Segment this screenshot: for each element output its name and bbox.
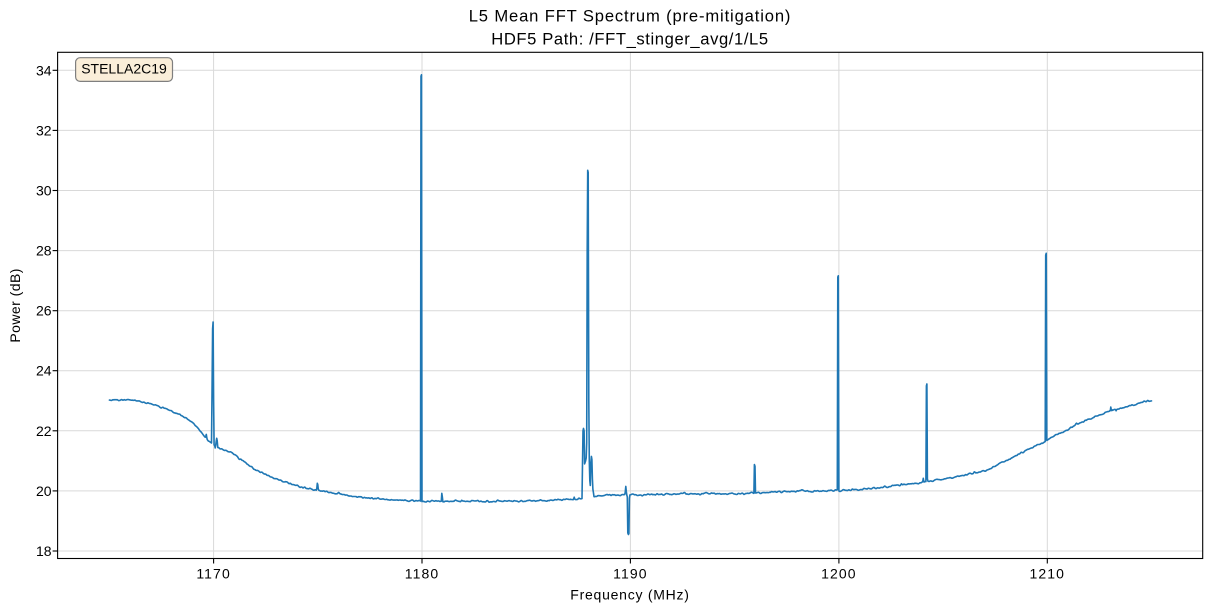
- svg-text:22: 22: [36, 423, 52, 439]
- svg-text:STELLA2C19: STELLA2C19: [81, 60, 167, 76]
- svg-text:26: 26: [36, 303, 52, 319]
- svg-text:32: 32: [36, 122, 52, 138]
- svg-text:30: 30: [36, 183, 52, 199]
- svg-text:1210: 1210: [1030, 566, 1066, 582]
- svg-text:Power (dB): Power (dB): [7, 268, 23, 343]
- svg-text:28: 28: [36, 243, 52, 259]
- svg-text:1170: 1170: [196, 566, 231, 582]
- svg-text:1190: 1190: [613, 566, 648, 582]
- svg-text:HDF5 Path: /FFT_stinger_avg/1/: HDF5 Path: /FFT_stinger_avg/1/L5: [491, 29, 768, 48]
- svg-text:1180: 1180: [405, 566, 440, 582]
- svg-text:20: 20: [36, 483, 52, 499]
- svg-text:Frequency (MHz): Frequency (MHz): [570, 586, 689, 602]
- svg-text:24: 24: [36, 363, 52, 379]
- svg-text:1200: 1200: [821, 566, 857, 582]
- svg-text:L5 Mean FFT Spectrum (pre-miti: L5 Mean FFT Spectrum (pre-mitigation): [469, 7, 792, 26]
- svg-text:34: 34: [36, 62, 52, 78]
- svg-text:18: 18: [36, 543, 52, 559]
